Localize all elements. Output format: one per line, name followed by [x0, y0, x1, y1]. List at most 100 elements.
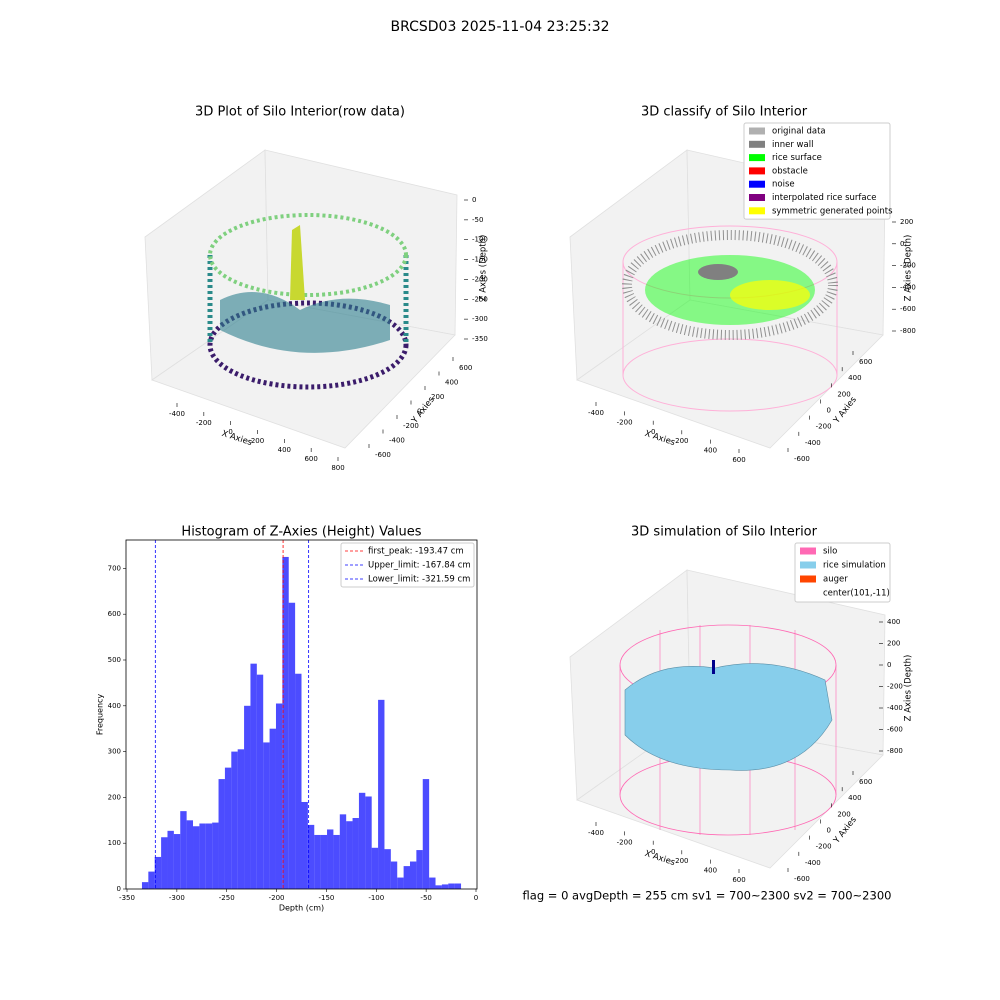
- bar: [358, 792, 366, 889]
- bar: [282, 556, 289, 889]
- bar: [295, 673, 302, 889]
- legend-label: first_peak: -193.47 cm: [368, 547, 464, 557]
- bar: [193, 826, 200, 889]
- z-tick-label: -400: [887, 704, 903, 712]
- bar: [250, 663, 257, 889]
- x-tick-label: -50: [420, 894, 431, 902]
- z-tick-label: 200: [887, 640, 900, 648]
- y-tick-label: -400: [389, 437, 405, 445]
- z-tick-label: -600: [887, 726, 903, 734]
- z-tick-label: 0: [900, 240, 904, 248]
- bar: [269, 728, 276, 889]
- bar: [173, 834, 181, 889]
- legend-swatch: [749, 127, 765, 135]
- z-tick-label: -50: [472, 216, 483, 224]
- x-tick-label: 200: [675, 437, 688, 445]
- bar: [441, 884, 449, 889]
- bar: [448, 883, 455, 889]
- x-tick-label: 600: [304, 455, 317, 463]
- legend-swatch: [749, 207, 765, 215]
- z-tick-label: 0: [472, 196, 476, 204]
- x-tick-label: 600: [732, 876, 745, 884]
- x-tick-label: 0: [651, 848, 655, 856]
- bar: [327, 829, 334, 889]
- y-tick-label: 700: [108, 564, 121, 572]
- x-tick-label: -400: [588, 829, 604, 837]
- bar: [186, 820, 194, 889]
- z-tick-label: -200: [887, 683, 903, 691]
- chart-title: 3D Plot of Silo Interior(row data): [195, 105, 405, 120]
- legend-swatch: [749, 140, 765, 148]
- y-tick-label: 0: [827, 827, 831, 835]
- legend-label: symmetric generated points: [772, 206, 893, 216]
- bar: [314, 834, 321, 889]
- bar: [148, 871, 155, 889]
- bar: [275, 703, 283, 889]
- bar: [218, 779, 225, 889]
- bar: [416, 850, 423, 889]
- z-axis-label: Z Axies (Depth): [479, 235, 489, 302]
- y-tick-label: 600: [459, 364, 472, 372]
- footer: flag = 0 avgDepth = 255 cm sv1 = 700~230…: [523, 889, 892, 903]
- z-tick-label: -100: [472, 236, 488, 244]
- x-tick-label: 0: [228, 428, 232, 436]
- bar: [199, 823, 206, 889]
- legend-swatch: [749, 180, 765, 188]
- bar: [237, 749, 245, 889]
- legend-label: Upper_limit: -167.84 cm: [368, 561, 471, 571]
- y-tick-label: -200: [816, 843, 832, 851]
- bar: [212, 822, 219, 889]
- y-tick-label: 600: [859, 778, 872, 786]
- y-tick-label: 400: [848, 374, 861, 382]
- bar: [429, 877, 436, 889]
- y-tick-label: 200: [431, 393, 444, 401]
- x-tick-label: -200: [269, 894, 285, 902]
- bar: [307, 824, 315, 889]
- bar: [320, 834, 328, 889]
- bar: [384, 849, 391, 889]
- y-tick-label: 400: [108, 702, 121, 710]
- z-tick-label: -350: [472, 335, 488, 343]
- y-tick-label: 400: [848, 794, 861, 802]
- legend-swatch: [749, 167, 765, 175]
- z-axis-label: Z Axies (Depth): [904, 655, 914, 722]
- legend-box: [340, 542, 475, 588]
- x-tick-label: 200: [251, 437, 264, 445]
- z-tick-label: -800: [887, 747, 903, 755]
- legend-label: auger: [823, 575, 848, 585]
- y-tick-label: 0: [417, 408, 421, 416]
- bar: [333, 834, 340, 889]
- x-tick-label: 400: [278, 446, 291, 454]
- x-tick-label: 0: [651, 428, 655, 436]
- legend-swatch: [800, 547, 816, 555]
- legend-swatch: [749, 194, 765, 201]
- figure-title: BRCSD03 2025-11-04 23:25:32: [390, 19, 609, 35]
- x-tick-label: -400: [588, 409, 604, 417]
- bar: [397, 877, 404, 889]
- z-tick-label: -200: [472, 275, 488, 283]
- y-axis-label: Frequency: [96, 694, 105, 736]
- bar: [422, 779, 430, 889]
- z-tick-label: 400: [887, 618, 900, 626]
- x-tick-label: -250: [219, 894, 235, 902]
- legend-swatch: [749, 154, 765, 162]
- x-tick-label: -150: [318, 894, 334, 902]
- panel-3d: [569, 149, 886, 449]
- z-axis-label: Z Axies (Depth): [904, 235, 914, 302]
- legend-box: [794, 542, 891, 603]
- bar: [390, 861, 398, 889]
- bar: [378, 699, 385, 889]
- x-tick-label: -200: [196, 419, 212, 427]
- y-tick-label: -600: [375, 451, 391, 459]
- bar: [301, 801, 308, 889]
- bar: [167, 830, 174, 889]
- legend-label: interpolated rice surface: [772, 193, 877, 203]
- y-tick-label: 100: [108, 839, 121, 847]
- legend-label: noise: [772, 180, 795, 190]
- y-tick-label: 200: [108, 793, 121, 801]
- legend-label: rice simulation: [823, 561, 886, 571]
- y-tick-label: -200: [403, 422, 419, 430]
- legend-label: center(101,-11): [823, 589, 890, 599]
- x-tick-label: -300: [169, 894, 185, 902]
- bar: [161, 837, 168, 889]
